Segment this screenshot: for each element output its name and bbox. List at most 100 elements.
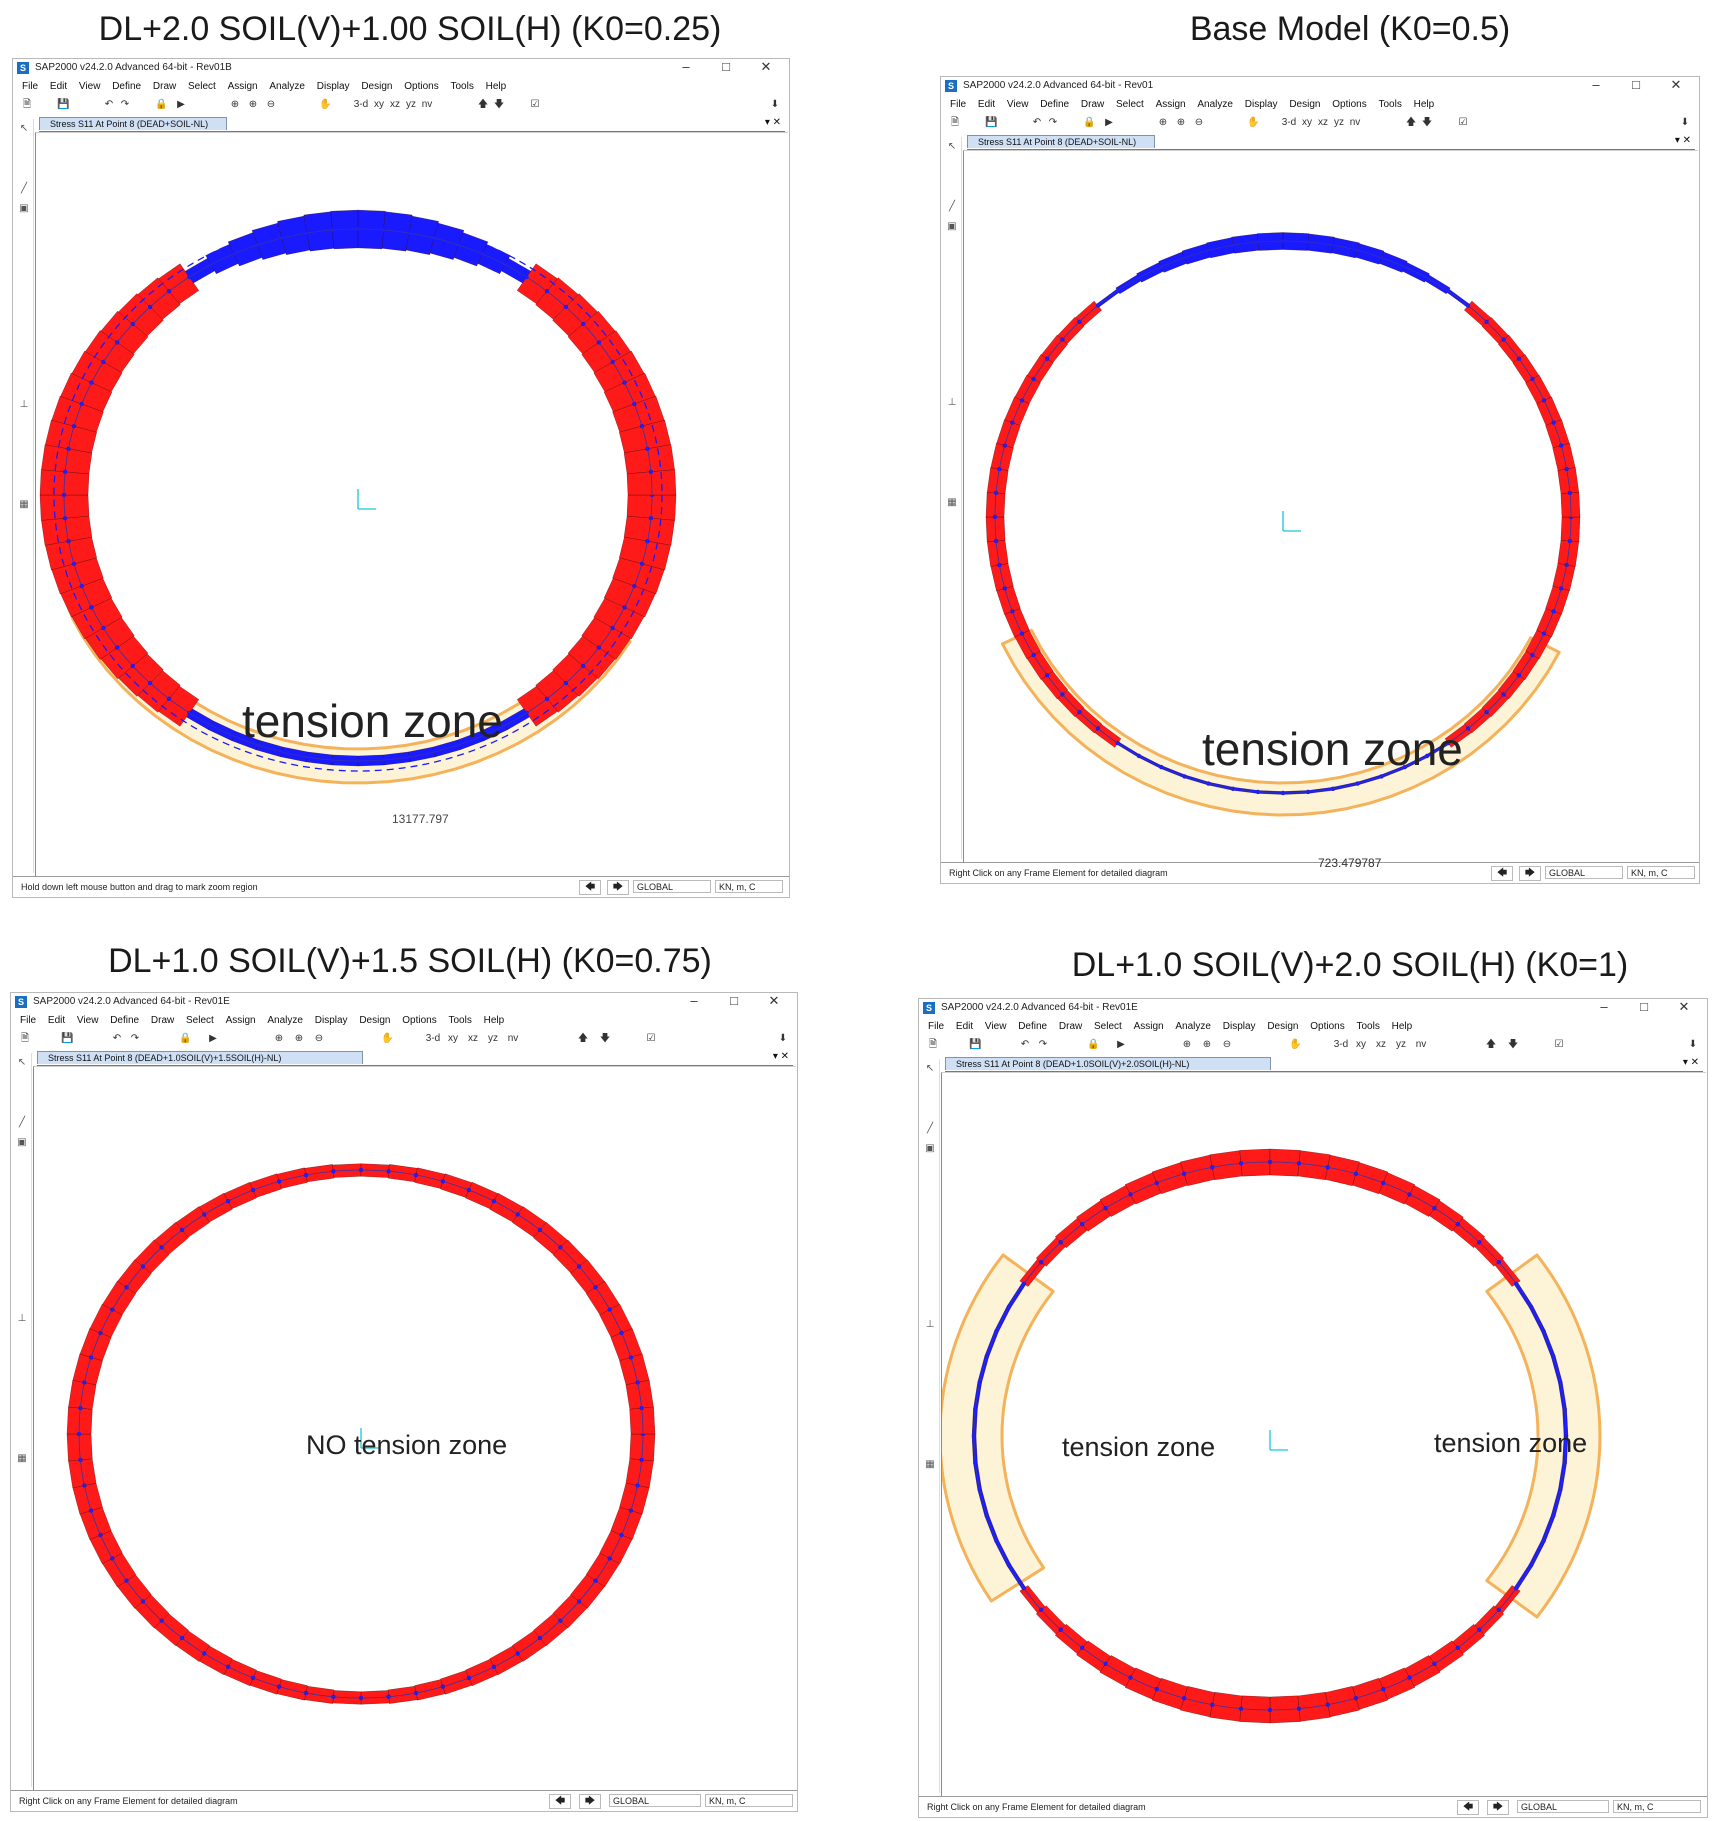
menu-view[interactable]: View bbox=[984, 1021, 1007, 1032]
menu-display[interactable]: Display bbox=[314, 1015, 348, 1026]
download-icon[interactable]: ⬇ bbox=[778, 1033, 788, 1044]
menu-assign[interactable]: Assign bbox=[1133, 1021, 1164, 1032]
menu-view[interactable]: View bbox=[76, 1015, 99, 1026]
menu-select[interactable]: Select bbox=[188, 81, 216, 92]
view-yz-button[interactable]: yz bbox=[1334, 117, 1344, 128]
view-3d-button[interactable]: 3-d bbox=[353, 99, 369, 110]
redo-icon[interactable]: ↷ bbox=[120, 99, 130, 110]
zoom-out-icon[interactable]: ⊖ bbox=[1194, 117, 1204, 128]
menu-options[interactable]: Options bbox=[1332, 99, 1367, 110]
pointer-icon[interactable]: ↖ bbox=[925, 1063, 935, 1074]
move-down-icon[interactable]: 🡇 bbox=[1421, 117, 1433, 128]
zoom-in-icon[interactable]: ⊕ bbox=[1176, 117, 1186, 128]
menu-draw[interactable]: Draw bbox=[1080, 99, 1105, 110]
zoom-in-icon[interactable]: ⊕ bbox=[248, 99, 258, 110]
new-file-icon[interactable]: 🗎 bbox=[20, 1033, 30, 1044]
snap-icon[interactable]: ▦ bbox=[925, 1459, 935, 1470]
coord-system-select[interactable]: GLOBAL bbox=[1517, 1800, 1609, 1813]
draw-frame-icon[interactable]: ╱ bbox=[948, 201, 956, 212]
tab-close-icon[interactable]: ▾ ✕ bbox=[1674, 135, 1691, 146]
undo-icon[interactable]: ↶ bbox=[104, 99, 114, 110]
new-file-icon[interactable]: 🗎 bbox=[22, 99, 32, 110]
snap-icon[interactable]: ▦ bbox=[947, 497, 957, 508]
nav-forward-icon[interactable]: 🡆 bbox=[579, 1794, 601, 1809]
nav-back-icon[interactable]: 🡄 bbox=[549, 1794, 571, 1809]
tab-close-icon[interactable]: ▾ ✕ bbox=[764, 117, 781, 128]
save-icon[interactable]: 💾 bbox=[57, 99, 70, 110]
save-icon[interactable]: 💾 bbox=[969, 1039, 982, 1050]
maximize-icon[interactable]: □ bbox=[1632, 77, 1640, 92]
view-3d-button[interactable]: 3-d bbox=[1281, 117, 1297, 128]
select-all-icon[interactable]: ▣ bbox=[947, 221, 957, 232]
select-all-icon[interactable]: ▣ bbox=[19, 203, 29, 214]
nav-forward-icon[interactable]: 🡆 bbox=[1519, 866, 1541, 881]
new-file-icon[interactable]: 🗎 bbox=[950, 117, 960, 128]
menu-analyze[interactable]: Analyze bbox=[1197, 99, 1233, 110]
menu-select[interactable]: Select bbox=[1116, 99, 1144, 110]
run-icon[interactable]: ▶ bbox=[1105, 117, 1113, 128]
menu-display[interactable]: Display bbox=[1222, 1021, 1256, 1032]
run-icon[interactable]: ▶ bbox=[1117, 1039, 1125, 1050]
menu-draw[interactable]: Draw bbox=[1058, 1021, 1083, 1032]
save-icon[interactable]: 💾 bbox=[985, 117, 998, 128]
zoom-out-icon[interactable]: ⊖ bbox=[1222, 1039, 1232, 1050]
pan-icon[interactable]: ✋ bbox=[1289, 1039, 1302, 1050]
minimize-icon[interactable]: – bbox=[690, 993, 698, 1008]
maximize-icon[interactable]: □ bbox=[722, 59, 730, 74]
check-icon[interactable]: ☑ bbox=[646, 1033, 656, 1044]
maximize-icon[interactable]: □ bbox=[1640, 999, 1648, 1014]
view-xz-button[interactable]: xz bbox=[390, 99, 400, 110]
menu-file[interactable]: File bbox=[928, 1021, 945, 1032]
draw-frame-icon[interactable]: ╱ bbox=[20, 183, 28, 194]
move-up-icon[interactable]: 🡅 bbox=[1485, 1039, 1497, 1050]
move-up-icon[interactable]: 🡅 bbox=[1405, 117, 1417, 128]
pan-icon[interactable]: ✋ bbox=[319, 99, 332, 110]
nav-back-icon[interactable]: 🡄 bbox=[579, 880, 601, 895]
menu-define[interactable]: Define bbox=[1040, 99, 1070, 110]
restraint-icon[interactable]: ⊥ bbox=[925, 1319, 935, 1330]
menu-design[interactable]: Design bbox=[361, 81, 393, 92]
view-xy-button[interactable]: xy bbox=[374, 99, 384, 110]
close-icon[interactable]: ✕ bbox=[760, 59, 772, 74]
check-icon[interactable]: ☑ bbox=[1458, 117, 1468, 128]
view-3d-button[interactable]: 3-d bbox=[1333, 1039, 1349, 1050]
menu-help[interactable]: Help bbox=[483, 1015, 505, 1026]
units-select[interactable]: KN, m, C bbox=[715, 880, 783, 893]
model-viewport[interactable] bbox=[941, 1072, 1706, 1797]
menu-design[interactable]: Design bbox=[1289, 99, 1321, 110]
check-icon[interactable]: ☑ bbox=[530, 99, 540, 110]
model-viewport[interactable] bbox=[963, 150, 1698, 863]
move-down-icon[interactable]: 🡇 bbox=[493, 99, 505, 110]
view-xy-button[interactable]: xy bbox=[1302, 117, 1312, 128]
menu-design[interactable]: Design bbox=[1267, 1021, 1299, 1032]
tab-stress-display[interactable]: Stress S11 At Point 8 (DEAD+1.0SOIL(V)+2… bbox=[945, 1057, 1271, 1070]
move-up-icon[interactable]: 🡅 bbox=[477, 99, 489, 110]
menu-options[interactable]: Options bbox=[402, 1015, 437, 1026]
view-nv-button[interactable]: nv bbox=[1415, 1039, 1427, 1050]
model-viewport[interactable] bbox=[35, 132, 788, 877]
menu-draw[interactable]: Draw bbox=[152, 81, 177, 92]
lock-icon[interactable]: 🔒 bbox=[1087, 1039, 1100, 1050]
menu-help[interactable]: Help bbox=[485, 81, 507, 92]
menu-assign[interactable]: Assign bbox=[227, 81, 258, 92]
check-icon[interactable]: ☑ bbox=[1554, 1039, 1564, 1050]
coord-system-select[interactable]: GLOBAL bbox=[633, 880, 711, 893]
zoom-icon[interactable]: ⊕ bbox=[1158, 117, 1168, 128]
tab-stress-display[interactable]: Stress S11 At Point 8 (DEAD+SOIL-NL) bbox=[967, 135, 1155, 148]
menu-design[interactable]: Design bbox=[359, 1015, 391, 1026]
menu-edit[interactable]: Edit bbox=[977, 99, 996, 110]
draw-frame-icon[interactable]: ╱ bbox=[18, 1117, 26, 1128]
download-icon[interactable]: ⬇ bbox=[1688, 1039, 1698, 1050]
minimize-icon[interactable]: – bbox=[1600, 999, 1608, 1014]
move-down-icon[interactable]: 🡇 bbox=[1507, 1039, 1519, 1050]
menu-tools[interactable]: Tools bbox=[1356, 1021, 1380, 1032]
lock-icon[interactable]: 🔒 bbox=[155, 99, 168, 110]
view-nv-button[interactable]: nv bbox=[1349, 117, 1361, 128]
draw-frame-icon[interactable]: ╱ bbox=[926, 1123, 934, 1134]
nav-forward-icon[interactable]: 🡆 bbox=[1487, 1800, 1509, 1815]
close-icon[interactable]: ✕ bbox=[1670, 77, 1682, 92]
menu-display[interactable]: Display bbox=[1244, 99, 1278, 110]
units-select[interactable]: KN, m, C bbox=[705, 1794, 793, 1807]
view-xz-button[interactable]: xz bbox=[468, 1033, 478, 1044]
units-select[interactable]: KN, m, C bbox=[1627, 866, 1695, 879]
